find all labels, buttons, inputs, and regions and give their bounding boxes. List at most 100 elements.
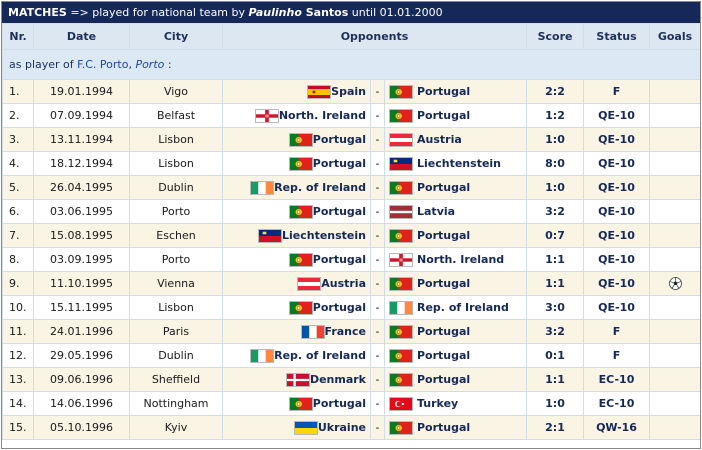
cell-nr: 3.	[2, 127, 34, 152]
cell-score-link[interactable]: 1:1	[526, 247, 585, 272]
cell-home-team: Ukraine	[222, 415, 371, 440]
cell-score-link[interactable]: 0:7	[526, 223, 585, 248]
cell-status: F	[583, 343, 651, 368]
col-header-nr: Nr.	[2, 23, 34, 50]
cell-city: Porto	[129, 199, 223, 224]
away-team-link-portugal[interactable]: Portugal	[417, 276, 471, 290]
title-post-text: until 01.01.2000	[348, 6, 443, 19]
cell-city: Dublin	[129, 343, 223, 368]
cell-separator: -	[370, 151, 385, 176]
northern-ireland-flag-icon	[389, 252, 413, 267]
home-team-link-portugal[interactable]: Portugal	[312, 204, 366, 218]
table-row: 8. 03.09.1995 Porto Portugal - North. Ireland…	[2, 247, 700, 272]
cell-status: QE-10	[583, 199, 651, 224]
portugal-flag-icon	[288, 396, 313, 411]
home-team-link-denmark[interactable]: Denmark	[309, 372, 366, 386]
cell-date: 26.04.1995	[33, 175, 130, 200]
cell-separator: -	[370, 415, 385, 440]
cell-separator: -	[370, 367, 385, 392]
away-team-link-portugal[interactable]: Portugal	[417, 228, 471, 242]
home-team-link-rep-of-ireland[interactable]: Rep. of Ireland	[274, 348, 366, 362]
club-link[interactable]: F.C. Porto	[77, 58, 129, 71]
cell-status: QE-10	[583, 103, 651, 128]
away-team-link-portugal[interactable]: Portugal	[417, 180, 471, 194]
home-team-link-rep-of-ireland[interactable]: Rep. of Ireland	[274, 180, 366, 194]
cell-goals	[649, 103, 700, 128]
cell-date: 03.09.1995	[33, 247, 130, 272]
cell-score-link[interactable]: 0:1	[526, 343, 585, 368]
col-header-opponents: Opponents	[221, 23, 528, 50]
away-team-link-portugal[interactable]: Portugal	[417, 348, 471, 362]
player-name[interactable]: Paulinho	[248, 6, 302, 19]
cell-score-link[interactable]: 1:0	[526, 175, 585, 200]
portugal-flag-icon	[288, 156, 313, 171]
cell-score-link[interactable]: 1:2	[526, 103, 585, 128]
away-team-link-rep-of-ireland[interactable]: Rep. of Ireland	[417, 300, 509, 314]
cell-separator: -	[370, 199, 385, 224]
cell-status: QE-10	[583, 271, 651, 296]
away-team-link-latvia[interactable]: Latvia	[417, 204, 456, 218]
away-team-link-liechtenstein[interactable]: Liechtenstein	[417, 156, 502, 170]
cell-goals	[649, 223, 700, 248]
cell-date: 09.06.1996	[33, 367, 130, 392]
cell-date: 14.06.1996	[33, 391, 130, 416]
home-team-link-france[interactable]: France	[324, 324, 366, 338]
cell-nr: 10.	[2, 295, 34, 320]
cell-score-link[interactable]: 2:2	[526, 79, 585, 104]
cell-score-link[interactable]: 1:1	[526, 367, 585, 392]
spain-flag-icon	[307, 84, 332, 99]
away-team-link-north-ireland[interactable]: North. Ireland	[417, 252, 505, 266]
cell-score-link[interactable]: 3:2	[526, 319, 585, 344]
player-surname[interactable]: Santos	[301, 6, 349, 19]
cell-nr: 6.	[2, 199, 34, 224]
home-team-link-portugal[interactable]: Portugal	[312, 132, 366, 146]
table-row: 5. 26.04.1995 Dublin Rep. of Ireland - Portug…	[2, 175, 700, 200]
home-team-link-austria[interactable]: Austria	[321, 276, 366, 290]
ireland-flag-icon	[250, 180, 275, 195]
home-team-link-north-ireland[interactable]: North. Ireland	[278, 108, 366, 122]
cell-date: 15.11.1995	[33, 295, 130, 320]
section-label: as player of F.C. Porto, Porto :	[2, 49, 700, 80]
table-row: 9. 11.10.1995 Vienna Austria - Portugal 1:1 QE-…	[2, 271, 700, 296]
table-row: 11. 24.01.1996 Paris France - Portugal 3:2 F	[2, 319, 700, 344]
cell-separator: -	[370, 295, 385, 320]
home-team-link-portugal[interactable]: Portugal	[312, 396, 366, 410]
cell-score-link[interactable]: 1:1	[526, 271, 585, 296]
cell-score-link[interactable]: 1:0	[526, 391, 585, 416]
cell-goals	[649, 271, 700, 296]
cell-date: 03.06.1995	[33, 199, 130, 224]
home-team-link-ukraine[interactable]: Ukraine	[317, 420, 366, 434]
away-team-link-portugal[interactable]: Portugal	[417, 84, 471, 98]
cell-status: QE-10	[583, 175, 651, 200]
cell-city: Nottingham	[129, 391, 223, 416]
cell-status: QE-10	[583, 223, 651, 248]
cell-home-team: Austria	[222, 271, 371, 296]
cell-away-team: North. Ireland	[383, 247, 528, 272]
table-row: 2. 07.09.1994 Belfast North. Ireland - Portug…	[2, 103, 700, 128]
cell-nr: 15.	[2, 415, 34, 440]
home-team-link-portugal[interactable]: Portugal	[312, 156, 366, 170]
away-team-link-austria[interactable]: Austria	[417, 132, 462, 146]
cell-score-link[interactable]: 2:1	[526, 415, 585, 440]
cell-separator: -	[370, 271, 385, 296]
cell-separator: -	[370, 127, 385, 152]
away-team-link-portugal[interactable]: Portugal	[417, 372, 471, 386]
cell-score-link[interactable]: 3:2	[526, 199, 585, 224]
cell-score-link[interactable]: 8:0	[526, 151, 585, 176]
away-team-link-portugal[interactable]: Portugal	[417, 420, 471, 434]
away-team-link-turkey[interactable]: Turkey	[417, 396, 459, 410]
cell-score-link[interactable]: 3:0	[526, 295, 585, 320]
cell-goals	[649, 319, 700, 344]
cell-status: QE-10	[583, 247, 651, 272]
cell-city: Dublin	[129, 175, 223, 200]
away-team-link-portugal[interactable]: Portugal	[417, 324, 471, 338]
cell-nr: 8.	[2, 247, 34, 272]
home-team-link-portugal[interactable]: Portugal	[312, 300, 366, 314]
home-team-link-liechtenstein[interactable]: Liechtenstein	[281, 228, 366, 242]
cell-score-link[interactable]: 1:0	[526, 127, 585, 152]
home-team-link-portugal[interactable]: Portugal	[312, 252, 366, 266]
away-team-link-portugal[interactable]: Portugal	[417, 108, 471, 122]
home-team-link-spain[interactable]: Spain	[331, 84, 366, 98]
club-city-link[interactable]: Porto	[135, 58, 165, 71]
cell-goals	[649, 343, 700, 368]
